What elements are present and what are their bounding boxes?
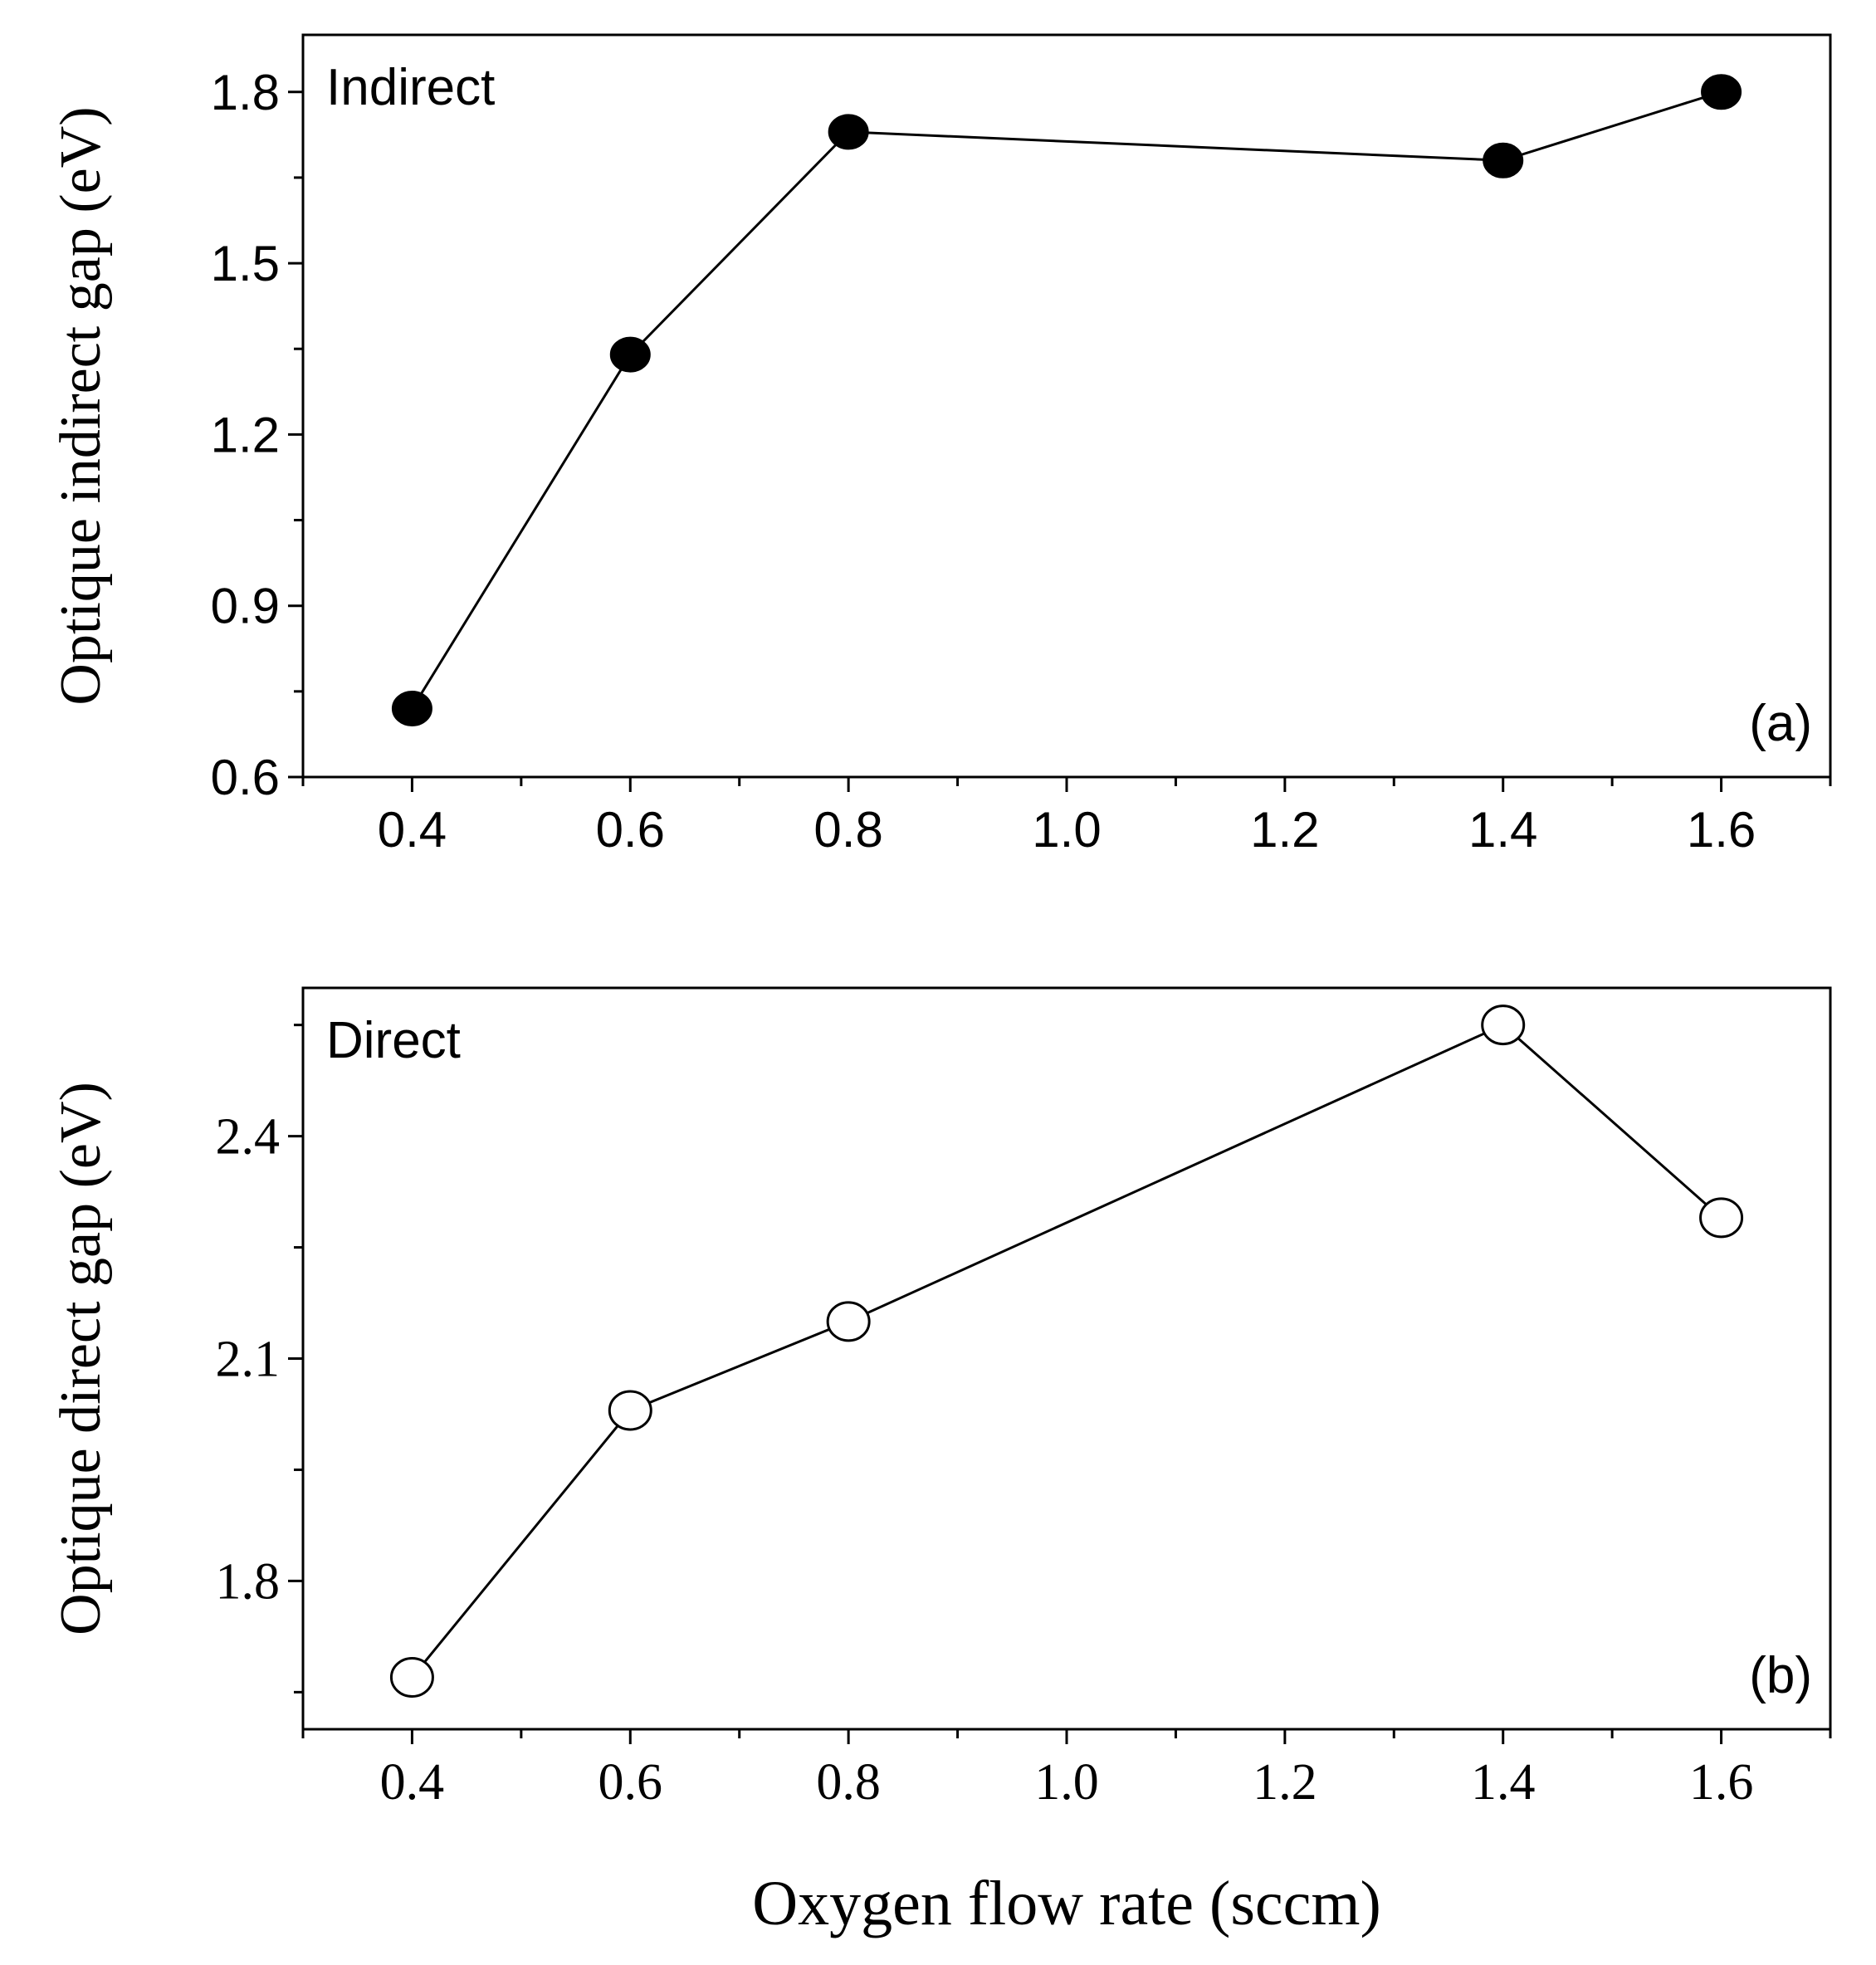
series-annotation: Indirect (326, 59, 495, 116)
plot-frame (301, 33, 1832, 779)
data-point (1483, 142, 1524, 178)
y-tick-label: 1.8 (211, 65, 280, 120)
data-point (609, 336, 651, 373)
x-tick-label: 0.8 (816, 1754, 881, 1811)
y-tick-label: 0.6 (211, 750, 280, 805)
x-tick-label: 1.2 (1250, 802, 1319, 858)
series-line (411, 90, 1722, 710)
x-axis-label: Oxygen flow rate (sccm) (752, 1869, 1381, 1938)
y-axis-label: Optique direct gap (eV) (49, 1082, 113, 1635)
panel-b-direct-gap: 0.4 0.6 0.8 1.0 1.2 1.4 1.6 1.8 2.1 2.4 Optique di… (49, 986, 1832, 1938)
y-tick-label: 1.8 (216, 1553, 281, 1610)
x-tick-label: 0.4 (378, 802, 447, 858)
data-point (389, 1656, 434, 1698)
y-tick-label: 1.2 (211, 407, 280, 462)
data-point (608, 1390, 652, 1431)
x-tick-label: 1.4 (1471, 1754, 1536, 1811)
data-point (1701, 74, 1742, 110)
y-tick-label: 2.4 (216, 1109, 281, 1166)
x-tick-label: 0.4 (380, 1754, 445, 1811)
y-tick-label: 2.1 (216, 1332, 281, 1388)
data-point (1481, 1004, 1526, 1046)
y-tick-label: 0.9 (211, 579, 280, 634)
y-axis-label: Optique indirect gap (eV) (49, 106, 113, 705)
series-line (411, 1023, 1722, 1679)
panel-a-indirect-gap: 0.4 0.6 0.8 1.0 1.2 1.4 1.6 0.6 0.9 1.2 1.5 1.8 Opti… (49, 33, 1832, 858)
data-point (826, 1301, 871, 1342)
x-tick-label: 0.6 (596, 802, 665, 858)
x-tick-label: 1.4 (1468, 802, 1537, 858)
x-tick-label: 1.0 (1032, 802, 1101, 858)
plot-frame (301, 986, 1832, 1731)
data-point (391, 690, 432, 726)
panel-label: (b) (1749, 1647, 1812, 1704)
x-tick-label: 1.2 (1253, 1754, 1317, 1811)
data-point (828, 114, 869, 150)
data-point (1699, 1197, 1744, 1239)
x-tick-label: 1.6 (1687, 802, 1756, 858)
x-tick-label: 1.0 (1034, 1754, 1099, 1811)
series-annotation: Direct (326, 1012, 461, 1069)
x-tick-label: 0.6 (598, 1754, 663, 1811)
x-tick-label: 0.8 (813, 802, 882, 858)
panel-label: (a) (1749, 695, 1812, 752)
x-tick-label: 1.6 (1689, 1754, 1754, 1811)
y-tick-label: 1.5 (211, 236, 280, 291)
